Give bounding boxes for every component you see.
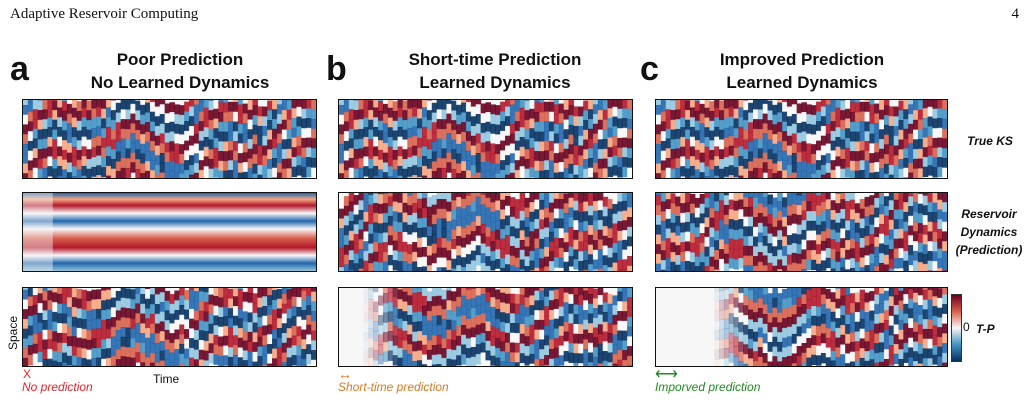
panel-c-prediction-plot — [655, 192, 948, 272]
panel-c-error-plot — [655, 287, 948, 367]
panel-letter-c: c — [640, 50, 659, 88]
panel-b-title-line1: Short-time Prediction — [408, 50, 582, 69]
panel-c-note: Imporved prediction — [655, 380, 761, 394]
x-marker-icon: X — [23, 367, 32, 381]
panel-c-title-line1: Improved Prediction — [719, 50, 885, 69]
row-label-error: T-P — [976, 322, 995, 336]
colorbar — [951, 294, 962, 362]
panel-c-true-ks-plot — [655, 99, 948, 179]
row-label-reservoir-line2: Dynamics — [960, 225, 1018, 239]
panel-b-title: Short-time Prediction Learned Dynamics — [345, 48, 645, 94]
panel-b-title-line2: Learned Dynamics — [419, 73, 571, 92]
row-label-reservoir: Reservoir Dynamics (Prediction) — [950, 205, 1028, 259]
panel-a-title: Poor Prediction No Learned Dynamics — [30, 48, 330, 94]
panel-a-note: No prediction — [22, 380, 93, 394]
row-label-reservoir-line1: Reservoir — [961, 207, 1017, 221]
panel-b-true-ks-plot — [338, 99, 633, 179]
panel-b-note: Short-time prediction — [338, 380, 449, 394]
panel-letter-b: b — [326, 50, 347, 88]
row-label-true-ks: True KS — [967, 134, 1013, 148]
panel-a-true-ks-plot — [22, 99, 317, 179]
x-axis-label: Time — [153, 372, 180, 386]
panel-a-error-plot — [22, 287, 317, 367]
panel-c-title-line2: Learned Dynamics — [726, 73, 878, 92]
panel-b-error-plot — [338, 287, 633, 367]
row-label-reservoir-line3: (Prediction) — [955, 243, 1023, 257]
page-number: 4 — [1011, 6, 1020, 22]
panel-letter-a: a — [10, 50, 29, 88]
panel-a-title-line2: No Learned Dynamics — [90, 73, 270, 92]
colorbar-tick-zero: 0 — [963, 320, 970, 334]
running-title: Adaptive Reservoir Computing — [10, 6, 199, 22]
panel-a-marker-x-icon: X — [23, 367, 31, 381]
panel-b-prediction-plot — [338, 192, 633, 272]
y-axis-label: Space — [6, 315, 20, 350]
panel-a-prediction-plot — [22, 192, 317, 272]
panel-a-title-line1: Poor Prediction — [116, 50, 244, 69]
panel-c-arrow-icon: ⟷ — [655, 366, 678, 383]
panel-c-title: Improved Prediction Learned Dynamics — [652, 48, 952, 94]
panel-b-arrow-icon: ↔ — [338, 366, 352, 382]
